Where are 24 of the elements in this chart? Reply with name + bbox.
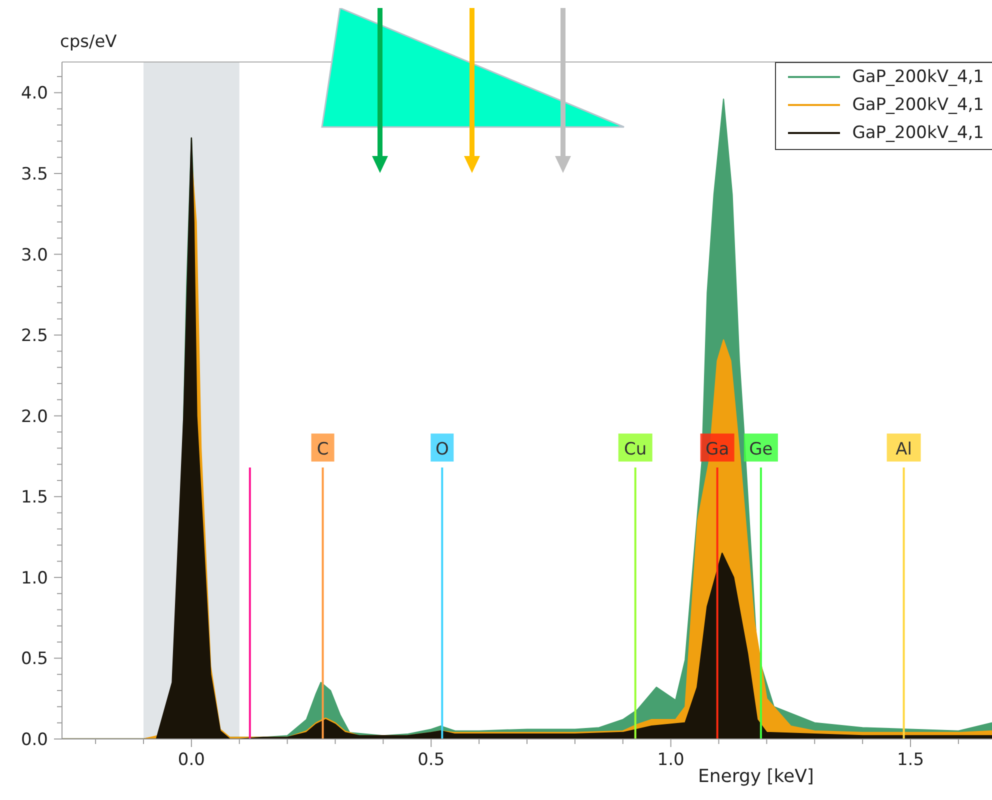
ref-line-label: Cu [624, 440, 647, 460]
x-tick-label: 0.5 [418, 750, 445, 770]
x-tick-label: 1.0 [657, 750, 684, 770]
legend-label: GaP_200kV_4,1 [852, 95, 984, 115]
legend-label: GaP_200kV_4,1 [852, 123, 984, 143]
y-tick-label: 3.5 [20, 164, 48, 184]
y-tick-label: 0.0 [20, 730, 48, 750]
y-tick-label: 3.0 [20, 245, 48, 266]
ref-line-label: Al [896, 440, 912, 460]
ref-line-label: Ge [749, 440, 773, 460]
ref-line-label: O [435, 440, 449, 460]
ref-line-label: C [316, 440, 329, 460]
legend-label: GaP_200kV_4,1 [852, 67, 984, 87]
y-tick-label: 2.5 [20, 326, 48, 346]
x-axis-title: Energy [keV] [698, 766, 814, 787]
y-tick-label: 2.0 [20, 406, 48, 427]
y-tick-label: 1.0 [20, 568, 48, 588]
y-axis-title: cps/eV [60, 32, 117, 52]
y-tick-label: 4.0 [20, 84, 48, 104]
y-tick-label: 0.5 [20, 649, 48, 670]
y-tick-label: 1.5 [20, 488, 48, 508]
x-tick-label: 1.5 [896, 750, 924, 770]
x-tick-label: 0.0 [178, 750, 205, 770]
ref-line-label: Ga [706, 440, 730, 460]
